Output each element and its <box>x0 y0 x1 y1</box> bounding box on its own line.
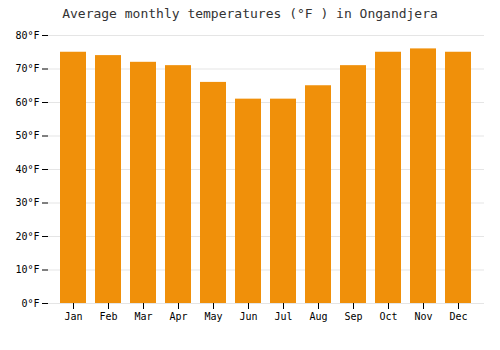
svg-text:70°F: 70°F <box>15 63 39 74</box>
svg-text:80°F: 80°F <box>15 30 39 41</box>
svg-text:Feb: Feb <box>99 311 117 322</box>
svg-text:60°F: 60°F <box>15 97 39 108</box>
svg-text:0°F: 0°F <box>21 298 39 309</box>
svg-text:Dec: Dec <box>449 311 467 322</box>
svg-text:Jan: Jan <box>64 311 82 322</box>
svg-text:Sep: Sep <box>344 311 362 322</box>
svg-text:Jul: Jul <box>274 311 292 322</box>
svg-text:Jun: Jun <box>239 311 257 322</box>
svg-text:10°F: 10°F <box>15 264 39 275</box>
svg-text:Apr: Apr <box>169 311 187 322</box>
svg-text:50°F: 50°F <box>15 130 39 141</box>
svg-text:May: May <box>204 311 222 322</box>
html-text:Average monthly temperatures (: Average monthly temperatures (°F ) in On… <box>62 6 438 21</box>
svg-text:Mar: Mar <box>134 311 152 322</box>
svg-text:Nov: Nov <box>414 311 432 322</box>
svg-text:30°F: 30°F <box>15 197 39 208</box>
svg-text:Oct: Oct <box>379 311 397 322</box>
svg-text:Aug: Aug <box>309 311 327 322</box>
svg-text:20°F: 20°F <box>15 231 39 242</box>
svg-text:40°F: 40°F <box>15 164 39 175</box>
